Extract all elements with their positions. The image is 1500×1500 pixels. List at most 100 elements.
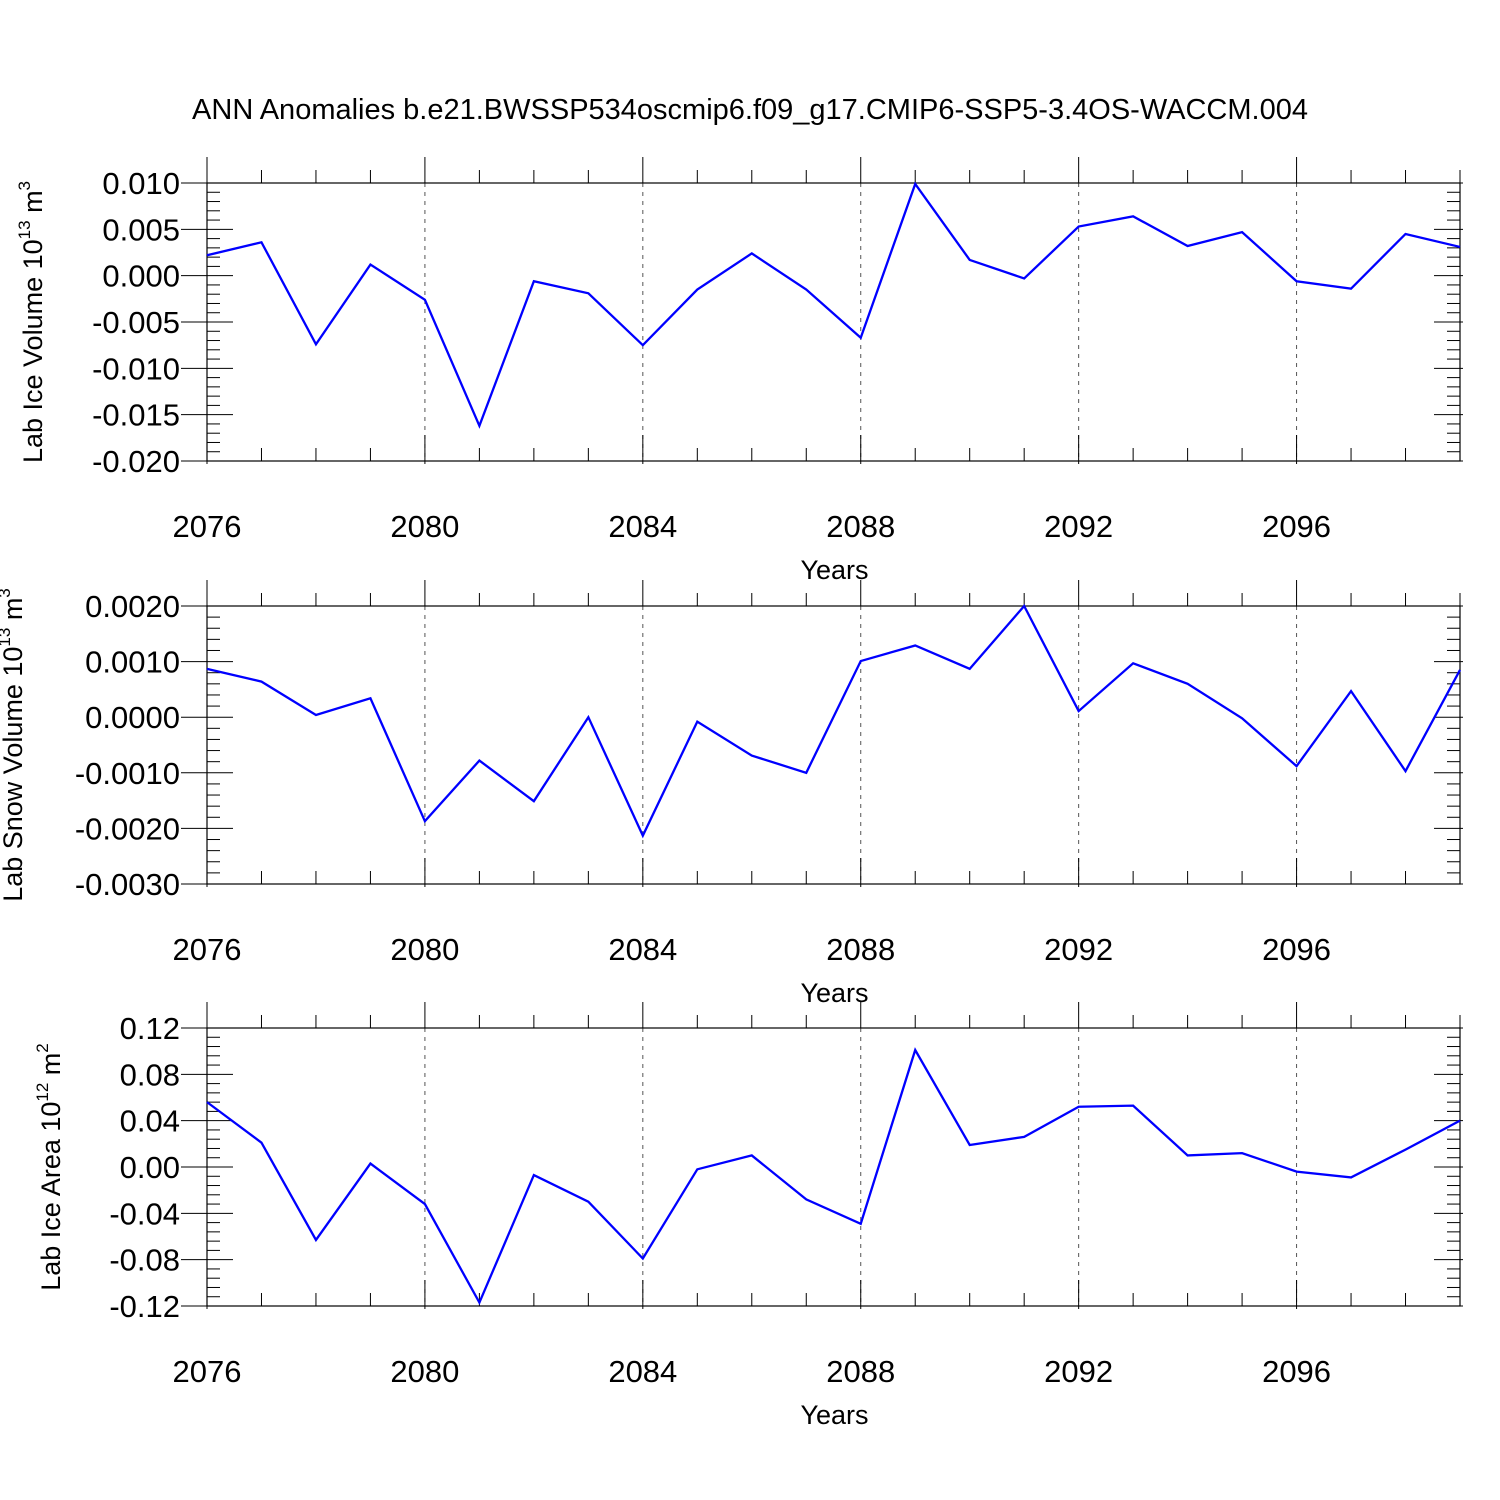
data-point — [533, 1174, 535, 1176]
plot-frame — [206, 1027, 1461, 1307]
x-tick-label: 2076 — [173, 932, 242, 967]
y-tick-label: -0.015 — [92, 398, 180, 433]
data-point — [860, 1223, 862, 1225]
x-tick-label: 2084 — [608, 1354, 677, 1389]
data-point — [696, 1168, 698, 1170]
data-point — [315, 1239, 317, 1241]
data-point — [1296, 280, 1298, 282]
y-axis-label: Lab Ice Volume 1013 m3 — [15, 181, 48, 463]
series-line — [206, 1047, 1461, 1306]
x-axis-label: Years — [800, 555, 868, 585]
data-point — [369, 697, 371, 699]
data-point — [1405, 233, 1407, 235]
series-line — [206, 181, 1461, 429]
data-point — [1023, 1136, 1025, 1138]
data-point — [260, 681, 262, 683]
panel-1: 0.010 0.005 0.000 -0.005 -0.010 -0.015 -0.020 2… — [15, 157, 1463, 585]
x-tick-label: 2076 — [173, 509, 242, 544]
data-point — [533, 800, 535, 802]
data-point — [1296, 1171, 1298, 1173]
y-tick-label: -0.08 — [109, 1243, 180, 1278]
x-tick-label: 2088 — [826, 509, 895, 544]
data-point — [1078, 710, 1080, 712]
data-point — [969, 668, 971, 670]
data-point — [696, 289, 698, 291]
y-tick-label: 0.000 — [102, 259, 180, 294]
y-tick-label: 0.00 — [120, 1150, 180, 1185]
x-tick-label: 2076 — [173, 1354, 242, 1389]
chart-title: ANN Anomalies b.e21.BWSSP534oscmip6.f09_… — [192, 94, 1308, 126]
y-tick-label: 0.04 — [120, 1104, 180, 1139]
data-point — [587, 1201, 589, 1203]
y-tick-label: 0.12 — [120, 1011, 180, 1046]
data-point — [478, 1302, 480, 1304]
data-point — [424, 820, 426, 822]
y-axis-label: Lab Snow Volume 1013 m3 — [0, 588, 28, 902]
data-point — [369, 264, 371, 266]
panel-3: 0.12 0.08 0.04 0.00 -0.04 -0.08 -0.12 2076 2080 2… — [33, 1002, 1463, 1430]
data-point — [1459, 669, 1461, 671]
data-point — [1187, 683, 1189, 685]
data-point — [969, 259, 971, 261]
x-axis-label: Years — [800, 978, 868, 1008]
plot-frame — [206, 605, 1461, 885]
x-tick-label: 2096 — [1262, 509, 1331, 544]
data-point — [206, 668, 208, 670]
data-point — [260, 1142, 262, 1144]
data-point — [914, 644, 916, 646]
y-tick-label: 0.0000 — [85, 700, 180, 735]
x-tick-label: 2092 — [1044, 509, 1113, 544]
x-tick-label: 2092 — [1044, 932, 1113, 967]
data-point — [315, 714, 317, 716]
data-point — [1459, 1120, 1461, 1122]
data-point — [1405, 1149, 1407, 1151]
data-point — [1459, 246, 1461, 248]
data-point — [642, 344, 644, 346]
x-tick-label: 2080 — [390, 932, 459, 967]
x-axis-label: Years — [800, 1400, 868, 1430]
data-point — [969, 1144, 971, 1146]
data-point — [860, 660, 862, 662]
data-point — [533, 280, 535, 282]
data-point — [206, 1101, 208, 1103]
data-point — [1132, 215, 1134, 217]
data-point — [1405, 770, 1407, 772]
y-tick-label: 0.0020 — [85, 589, 180, 624]
data-point — [206, 254, 208, 256]
data-point — [424, 299, 426, 301]
data-point — [478, 425, 480, 427]
x-tick-label: 2080 — [390, 509, 459, 544]
y-tick-label: 0.010 — [102, 166, 180, 201]
data-point — [1241, 1152, 1243, 1154]
series-line — [206, 603, 1462, 839]
y-tick-label: -0.005 — [92, 305, 180, 340]
data-point — [478, 760, 480, 762]
x-tick-label: 2096 — [1262, 932, 1331, 967]
data-point — [1132, 662, 1134, 664]
x-tick-label: 2084 — [608, 509, 677, 544]
data-point — [805, 772, 807, 774]
data-point — [1187, 1154, 1189, 1156]
data-point — [751, 252, 753, 254]
data-point — [696, 721, 698, 723]
x-tick-label: 2088 — [826, 1354, 895, 1389]
data-point — [587, 292, 589, 294]
y-tick-label: 0.0010 — [85, 645, 180, 680]
data-point — [1078, 226, 1080, 228]
data-point — [1350, 1176, 1352, 1178]
y-tick-label: -0.12 — [109, 1289, 180, 1324]
x-tick-label: 2084 — [608, 932, 677, 967]
y-tick-label: -0.010 — [92, 351, 180, 386]
data-point — [805, 1198, 807, 1200]
y-axis-label: Lab Ice Area 1012 m2 — [33, 1043, 66, 1291]
data-point — [751, 755, 753, 757]
data-point — [1241, 231, 1243, 233]
data-point — [642, 835, 644, 837]
y-tick-label: -0.0010 — [75, 756, 180, 791]
data-point — [424, 1203, 426, 1205]
data-point — [1023, 277, 1025, 279]
y-tick-label: 0.005 — [102, 212, 180, 247]
y-tick-label: -0.020 — [92, 444, 180, 479]
x-tick-label: 2088 — [826, 932, 895, 967]
